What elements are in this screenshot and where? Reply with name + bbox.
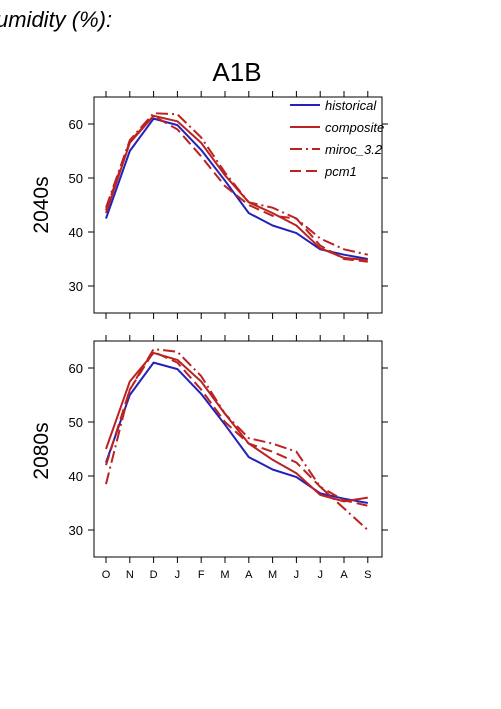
- plot-frame: [93, 340, 383, 558]
- chart-panel-2040s: 2040s 30 40 50 60 historical composite miroc_3.…: [30, 91, 388, 319]
- y-tick-label: 30: [69, 523, 83, 538]
- series-line-pcm1: [105, 350, 369, 507]
- y-tick-label: 30: [69, 279, 83, 294]
- y-tick-label: 40: [69, 225, 83, 240]
- x-tick-label: A: [245, 569, 253, 581]
- y-tick-label: 60: [69, 361, 83, 376]
- y-tick-label: 40: [69, 469, 83, 484]
- x-tick-label: J: [175, 569, 181, 581]
- x-tick-label: M: [220, 569, 229, 581]
- x-tick-label: M: [268, 569, 277, 581]
- x-tick-label: D: [150, 569, 158, 581]
- series-line-pcm1: [105, 114, 368, 263]
- cut-off-title: umidity (%):: [0, 7, 112, 32]
- scenario-title: A1B: [212, 57, 261, 87]
- plot-frame: [93, 96, 383, 314]
- x-tick-label: N: [126, 569, 134, 581]
- y-tick-label: 50: [69, 415, 83, 430]
- x-tick-label: S: [364, 569, 371, 581]
- x-tick-label: J: [317, 569, 323, 581]
- legend-label: miroc_3.2: [325, 142, 383, 157]
- series-line-historical: [105, 361, 368, 504]
- x-tick-label: O: [102, 569, 111, 581]
- row-label: 2080s: [30, 422, 53, 479]
- x-tick-label: J: [294, 569, 300, 581]
- series-line-miroc-3-2: [105, 112, 369, 256]
- x-tick-label: A: [340, 569, 348, 581]
- legend-label: historical: [325, 98, 377, 113]
- y-tick-label: 60: [69, 117, 83, 132]
- chart-panel-2080s: 2080s 30 40 50 60 O N D J F M A M J J A S: [30, 335, 388, 581]
- row-label: 2040s: [30, 176, 53, 233]
- legend: historical composite miroc_3.2 pcm1: [290, 98, 384, 179]
- chart-panels: 2040s 30 40 50 60 historical composite miroc_3.…: [30, 91, 388, 581]
- series-line-miroc-3-2: [105, 348, 369, 531]
- legend-label: pcm1: [324, 164, 357, 179]
- x-tick-label: F: [198, 569, 205, 581]
- y-tick-label: 50: [69, 171, 83, 186]
- legend-label: composite: [325, 120, 384, 135]
